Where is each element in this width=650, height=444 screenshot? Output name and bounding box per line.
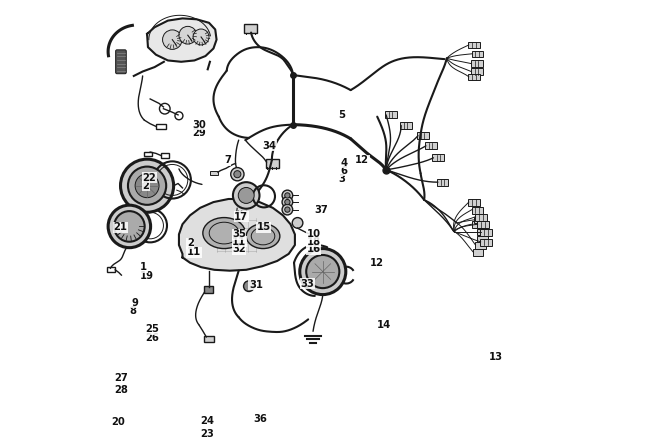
Circle shape xyxy=(285,193,290,198)
FancyBboxPatch shape xyxy=(244,24,257,33)
Circle shape xyxy=(135,174,159,198)
Text: 32: 32 xyxy=(232,245,246,254)
Text: 29: 29 xyxy=(192,127,206,138)
FancyBboxPatch shape xyxy=(475,214,487,221)
Circle shape xyxy=(244,281,254,292)
Text: 13: 13 xyxy=(489,352,502,362)
Circle shape xyxy=(233,182,259,209)
Text: 12: 12 xyxy=(355,155,369,165)
Text: 12: 12 xyxy=(370,258,384,268)
FancyBboxPatch shape xyxy=(471,206,484,214)
FancyBboxPatch shape xyxy=(477,229,488,235)
Text: 2: 2 xyxy=(187,238,194,248)
FancyBboxPatch shape xyxy=(471,51,484,57)
Text: 27: 27 xyxy=(114,373,128,383)
FancyBboxPatch shape xyxy=(480,229,492,236)
Text: 17: 17 xyxy=(234,212,248,222)
Circle shape xyxy=(114,211,145,242)
Text: 37: 37 xyxy=(314,205,328,214)
Circle shape xyxy=(326,259,333,266)
FancyBboxPatch shape xyxy=(417,132,428,139)
Circle shape xyxy=(285,199,290,205)
FancyBboxPatch shape xyxy=(469,74,480,80)
Text: 30: 30 xyxy=(192,119,206,130)
Text: 10: 10 xyxy=(306,230,320,239)
Text: 35: 35 xyxy=(232,230,246,239)
Text: 25: 25 xyxy=(146,324,160,334)
Text: 11: 11 xyxy=(187,247,201,257)
FancyBboxPatch shape xyxy=(424,143,437,150)
Text: 28: 28 xyxy=(114,385,128,395)
Circle shape xyxy=(300,249,346,294)
FancyBboxPatch shape xyxy=(475,242,486,249)
Circle shape xyxy=(285,207,290,212)
Circle shape xyxy=(231,167,244,181)
FancyBboxPatch shape xyxy=(469,42,480,48)
Text: 16: 16 xyxy=(306,245,320,254)
Circle shape xyxy=(234,170,241,178)
Circle shape xyxy=(326,265,333,272)
Text: 14: 14 xyxy=(377,320,391,330)
FancyBboxPatch shape xyxy=(203,286,213,293)
Text: 8: 8 xyxy=(129,306,136,317)
Text: 11: 11 xyxy=(232,237,246,247)
Circle shape xyxy=(282,204,293,215)
Polygon shape xyxy=(179,199,295,271)
Text: 22: 22 xyxy=(142,173,157,183)
FancyBboxPatch shape xyxy=(477,221,489,228)
Text: 31: 31 xyxy=(249,280,263,290)
Text: 20: 20 xyxy=(112,417,125,427)
Circle shape xyxy=(193,29,209,45)
FancyBboxPatch shape xyxy=(400,122,411,129)
Circle shape xyxy=(292,218,303,228)
Text: 19: 19 xyxy=(140,271,154,281)
Text: 9: 9 xyxy=(131,297,138,308)
Text: 3: 3 xyxy=(338,174,345,184)
Text: 7: 7 xyxy=(224,155,231,165)
Text: 5: 5 xyxy=(338,110,345,120)
FancyBboxPatch shape xyxy=(437,178,448,186)
Text: 24: 24 xyxy=(200,416,214,426)
Text: 36: 36 xyxy=(254,414,267,424)
Circle shape xyxy=(282,190,293,201)
Circle shape xyxy=(326,271,333,278)
Circle shape xyxy=(108,205,151,248)
Polygon shape xyxy=(147,18,216,62)
FancyBboxPatch shape xyxy=(116,50,126,74)
Text: 26: 26 xyxy=(146,333,160,343)
Text: 23: 23 xyxy=(200,428,214,439)
Text: 6: 6 xyxy=(340,166,347,176)
FancyBboxPatch shape xyxy=(473,249,484,256)
FancyBboxPatch shape xyxy=(474,217,485,223)
Circle shape xyxy=(162,30,182,49)
Text: 34: 34 xyxy=(262,141,276,151)
Circle shape xyxy=(128,166,166,205)
Text: 18: 18 xyxy=(306,237,320,247)
Text: 15: 15 xyxy=(256,222,270,232)
FancyBboxPatch shape xyxy=(480,239,492,246)
Text: 33: 33 xyxy=(301,279,315,289)
Ellipse shape xyxy=(203,218,245,249)
Circle shape xyxy=(120,159,174,212)
Ellipse shape xyxy=(246,224,280,249)
Circle shape xyxy=(306,255,339,288)
FancyBboxPatch shape xyxy=(204,336,214,342)
FancyBboxPatch shape xyxy=(471,60,482,67)
Circle shape xyxy=(282,197,293,207)
FancyBboxPatch shape xyxy=(469,199,480,206)
Text: 1: 1 xyxy=(140,262,147,272)
Circle shape xyxy=(179,26,197,44)
FancyBboxPatch shape xyxy=(266,159,279,167)
FancyBboxPatch shape xyxy=(477,236,488,242)
Text: 21: 21 xyxy=(114,222,127,232)
Circle shape xyxy=(239,187,254,203)
FancyBboxPatch shape xyxy=(471,68,482,75)
FancyBboxPatch shape xyxy=(210,170,218,175)
Text: 4: 4 xyxy=(340,158,347,168)
FancyBboxPatch shape xyxy=(385,111,396,119)
FancyBboxPatch shape xyxy=(432,154,444,161)
FancyBboxPatch shape xyxy=(471,221,482,228)
Text: 2: 2 xyxy=(142,181,150,191)
